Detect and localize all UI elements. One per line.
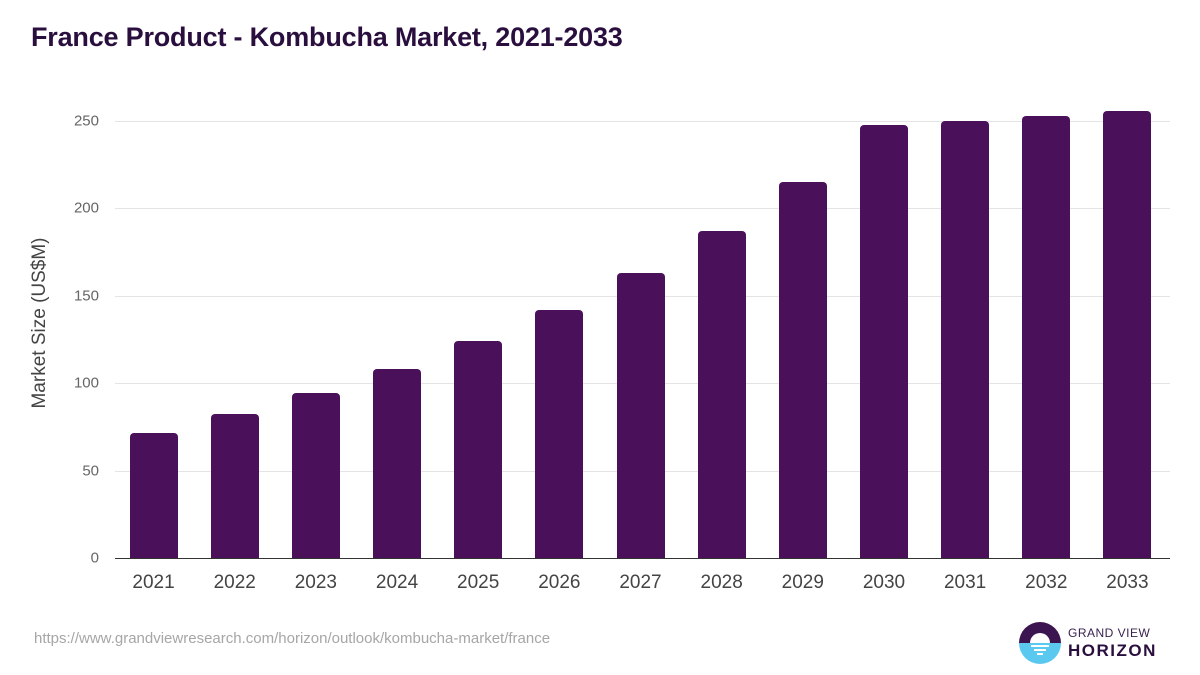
bar-2021[interactable]: [129, 433, 178, 558]
x-tick-label: 2022: [213, 572, 256, 593]
plot-area: 0 50 100 150 200 250: [74, 111, 1170, 567]
bar-2027[interactable]: [616, 273, 665, 558]
x-tick-label: 2029: [781, 572, 824, 593]
x-tick-label: 2027: [619, 572, 662, 593]
bar-2030[interactable]: [859, 125, 908, 558]
y-tick-label: 200: [73, 199, 99, 217]
bar-2033[interactable]: [1103, 111, 1152, 558]
bar-2026[interactable]: [535, 309, 584, 558]
y-tick-label: 250: [73, 112, 99, 130]
y-tick-label: 0: [90, 549, 99, 567]
bar-2032[interactable]: [1022, 115, 1071, 558]
x-tick-label: 2033: [1106, 572, 1149, 593]
gridline: [115, 121, 1170, 122]
x-tick-label: 2028: [700, 572, 743, 593]
bar-2024[interactable]: [373, 369, 422, 558]
source-url[interactable]: https://www.grandviewresearch.com/horizo…: [34, 630, 551, 647]
x-tick-label: 2025: [457, 572, 500, 593]
bar-2025[interactable]: [454, 341, 503, 558]
grand-view-horizon-logo: GRAND VIEW HORIZON: [1019, 622, 1157, 664]
x-tick-label: 2032: [1025, 572, 1068, 593]
x-tick-label: 2023: [294, 572, 338, 593]
x-tick-label: 2024: [375, 572, 419, 593]
y-tick-label: 150: [73, 287, 99, 305]
bar-2023[interactable]: [291, 393, 340, 558]
gridline: [115, 208, 1170, 210]
y-tick-label: 100: [73, 374, 99, 392]
x-tick-label: 2021: [132, 572, 175, 593]
bar-2031[interactable]: [941, 121, 990, 558]
bar-2028[interactable]: [697, 230, 746, 558]
bar-2022[interactable]: [210, 413, 259, 558]
logo-line-2: HORIZON: [1068, 641, 1157, 660]
x-tick-label: 2030: [862, 572, 906, 593]
x-tick-label: 2026: [538, 572, 581, 593]
logo-line-1: GRAND VIEW: [1068, 626, 1151, 640]
chart-title: France Product - Kombucha Market, 2021-2…: [31, 22, 623, 52]
horizon-logo-icon: [1019, 622, 1061, 664]
x-axis-line: [115, 558, 1170, 559]
x-tick-label: 2031: [943, 572, 987, 593]
y-tick-label: 50: [82, 462, 99, 480]
bar-2029[interactable]: [778, 182, 827, 558]
